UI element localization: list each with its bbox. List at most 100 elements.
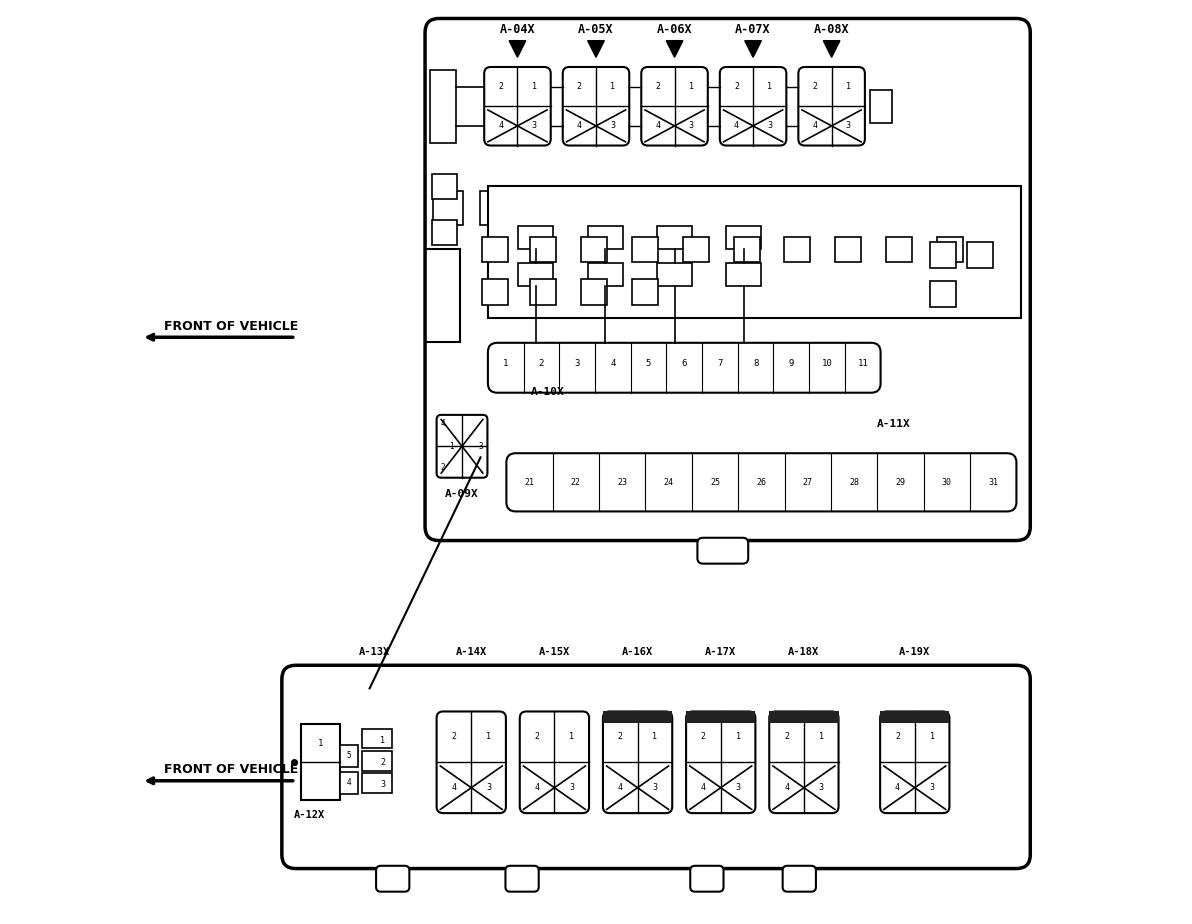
Text: 4: 4 <box>441 419 446 428</box>
Text: A-05X: A-05X <box>578 23 614 36</box>
Text: 30: 30 <box>942 478 952 487</box>
Bar <box>632 279 658 305</box>
Text: FRONT OF VEHICLE: FRONT OF VEHICLE <box>163 763 298 776</box>
Text: A-16X: A-16X <box>622 648 653 657</box>
FancyBboxPatch shape <box>377 866 409 892</box>
Bar <box>340 745 358 767</box>
FancyBboxPatch shape <box>507 453 1017 512</box>
Bar <box>434 191 462 225</box>
Text: 2: 2 <box>452 733 457 741</box>
Text: 25: 25 <box>710 478 720 487</box>
Text: 4: 4 <box>452 784 457 792</box>
Text: 29: 29 <box>895 478 906 487</box>
FancyBboxPatch shape <box>603 711 672 813</box>
Text: A-12X: A-12X <box>294 810 325 820</box>
Bar <box>869 90 892 123</box>
Text: 1: 1 <box>318 739 323 748</box>
Text: 2: 2 <box>380 758 385 767</box>
Text: A-14X: A-14X <box>455 648 486 657</box>
Bar <box>361 751 392 771</box>
Bar <box>519 226 553 249</box>
FancyBboxPatch shape <box>436 415 488 478</box>
Text: FRONT OF VEHICLE: FRONT OF VEHICLE <box>163 320 298 333</box>
Text: 28: 28 <box>849 478 859 487</box>
Text: 21: 21 <box>524 478 534 487</box>
Text: A-07X: A-07X <box>735 23 771 36</box>
Bar <box>945 191 975 225</box>
Text: 2: 2 <box>441 463 446 472</box>
Text: 4: 4 <box>813 121 818 130</box>
Text: 3: 3 <box>689 121 694 130</box>
Text: A-11X: A-11X <box>877 419 911 429</box>
Text: 9: 9 <box>789 359 794 368</box>
Text: A-19X: A-19X <box>899 648 931 657</box>
Bar <box>488 186 1022 318</box>
Text: 4: 4 <box>656 121 660 130</box>
FancyBboxPatch shape <box>436 711 505 813</box>
Text: 1: 1 <box>819 733 824 741</box>
Text: A-06X: A-06X <box>657 23 693 36</box>
FancyBboxPatch shape <box>520 711 589 813</box>
Text: A-17X: A-17X <box>706 648 737 657</box>
Bar <box>683 237 709 262</box>
Bar <box>582 279 607 305</box>
Text: 4: 4 <box>498 121 503 130</box>
Bar <box>713 191 743 225</box>
FancyBboxPatch shape <box>783 866 815 892</box>
FancyBboxPatch shape <box>690 866 724 892</box>
Text: A-15X: A-15X <box>539 648 570 657</box>
Bar <box>483 237 508 262</box>
Bar <box>620 191 650 225</box>
Text: 24: 24 <box>664 478 673 487</box>
Bar <box>726 263 762 286</box>
Text: 1: 1 <box>570 733 575 741</box>
Text: 2: 2 <box>784 733 789 741</box>
FancyBboxPatch shape <box>281 665 1030 869</box>
Text: 4: 4 <box>784 784 789 792</box>
Text: 3: 3 <box>380 780 385 789</box>
Bar <box>483 279 508 305</box>
Text: 3: 3 <box>652 784 658 792</box>
Text: 2: 2 <box>539 359 544 368</box>
Bar <box>726 226 762 249</box>
Text: 1: 1 <box>449 442 454 451</box>
Text: 4: 4 <box>734 121 739 130</box>
Bar <box>657 263 693 286</box>
Text: 10: 10 <box>821 359 832 368</box>
Text: 2: 2 <box>656 82 660 91</box>
Text: 1: 1 <box>930 733 935 741</box>
Text: 2: 2 <box>534 733 540 741</box>
Bar <box>937 237 963 262</box>
Text: 4: 4 <box>610 359 615 368</box>
Bar <box>968 242 993 268</box>
Bar <box>530 237 557 262</box>
Text: 23: 23 <box>617 478 627 487</box>
Text: 6: 6 <box>682 359 687 368</box>
Text: 3: 3 <box>478 442 483 451</box>
Text: A-04X: A-04X <box>499 23 535 36</box>
FancyBboxPatch shape <box>641 67 708 145</box>
Text: 5: 5 <box>347 751 352 760</box>
Text: 4: 4 <box>534 784 540 792</box>
Text: 11: 11 <box>857 359 868 368</box>
Text: 2: 2 <box>895 733 900 741</box>
Bar <box>769 711 838 723</box>
Bar <box>666 191 696 225</box>
FancyBboxPatch shape <box>799 67 865 145</box>
Text: 1: 1 <box>768 82 772 91</box>
Bar <box>573 191 603 225</box>
Text: 4: 4 <box>617 784 622 792</box>
Bar <box>886 237 912 262</box>
FancyBboxPatch shape <box>697 538 749 564</box>
Text: 3: 3 <box>768 121 772 130</box>
Bar <box>784 237 811 262</box>
Bar <box>361 729 392 748</box>
Text: A-13X: A-13X <box>359 648 390 657</box>
Bar <box>527 191 557 225</box>
Text: 1: 1 <box>689 82 694 91</box>
Polygon shape <box>666 41 683 57</box>
Text: 22: 22 <box>571 478 581 487</box>
Bar <box>480 191 509 225</box>
Bar <box>852 191 882 225</box>
Bar <box>588 263 622 286</box>
